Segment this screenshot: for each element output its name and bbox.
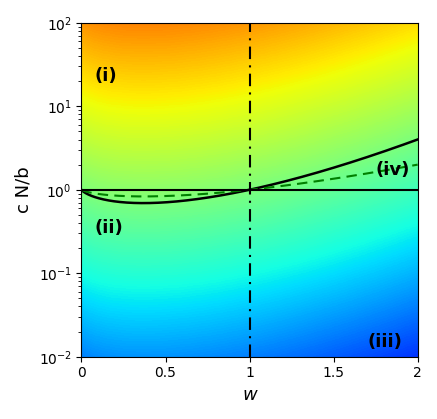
Y-axis label: c N/b: c N/b (15, 166, 33, 213)
X-axis label: w: w (242, 386, 257, 404)
Text: (i): (i) (95, 67, 118, 85)
Text: (iii): (iii) (367, 333, 402, 351)
Text: (iv): (iv) (376, 161, 410, 179)
Text: (ii): (ii) (95, 220, 124, 238)
